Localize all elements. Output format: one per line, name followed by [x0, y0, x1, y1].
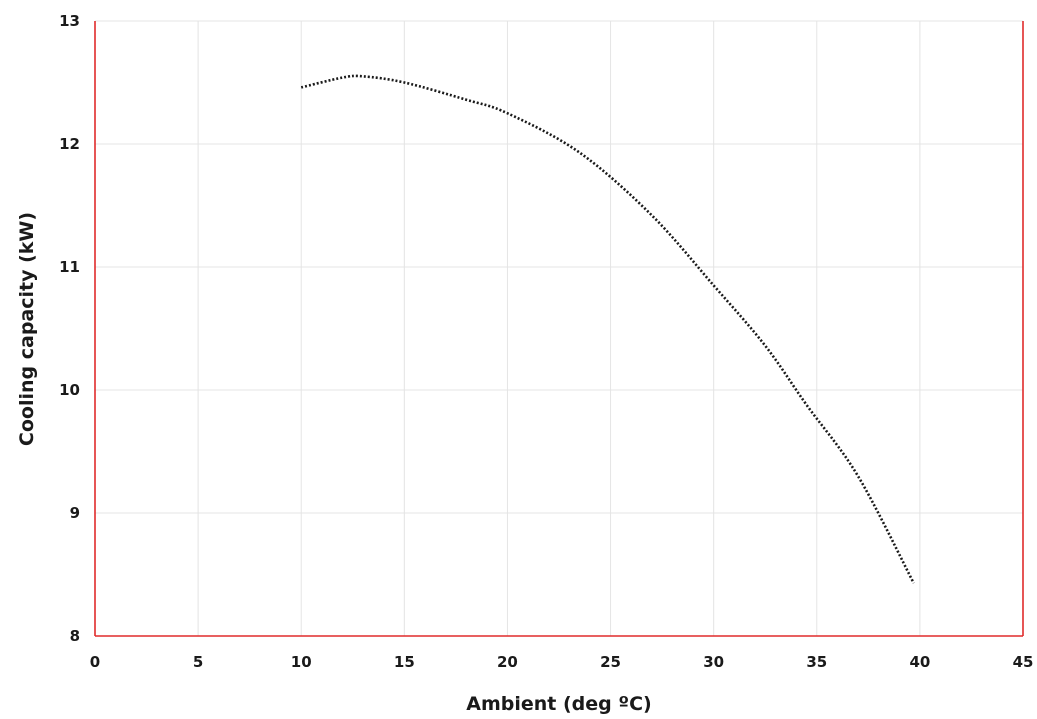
x-tick-label: 35: [806, 653, 827, 671]
y-tick-label: 10: [59, 381, 80, 399]
x-axis-title: Ambient (deg ºC): [466, 693, 651, 715]
x-tick-label: 40: [909, 653, 930, 671]
y-tick-label: 11: [59, 258, 80, 276]
x-tick-label: 25: [600, 653, 621, 671]
y-axis-ticks: 8 9 10 11 12 13: [59, 12, 80, 645]
y-tick-label: 12: [59, 135, 80, 153]
x-tick-label: 10: [291, 653, 312, 671]
y-tick-label: 13: [59, 12, 80, 30]
grid: [94, 20, 1024, 637]
y-tick-label: 8: [70, 627, 80, 645]
x-tick-label: 0: [90, 653, 100, 671]
series-layer: [300, 74, 915, 584]
x-tick-label: 45: [1013, 653, 1034, 671]
x-tick-label: 30: [703, 653, 724, 671]
plot-frame: [94, 21, 1024, 637]
x-tick-label: 15: [394, 653, 415, 671]
series-line-0: [300, 74, 915, 584]
y-axis-title: Cooling capacity (kW): [16, 212, 38, 446]
y-tick-label: 9: [70, 504, 80, 522]
x-axis-ticks: 0 5 10 15 20 25 30 35 40 45: [90, 653, 1034, 671]
x-tick-label: 5: [193, 653, 203, 671]
x-tick-label: 20: [497, 653, 518, 671]
